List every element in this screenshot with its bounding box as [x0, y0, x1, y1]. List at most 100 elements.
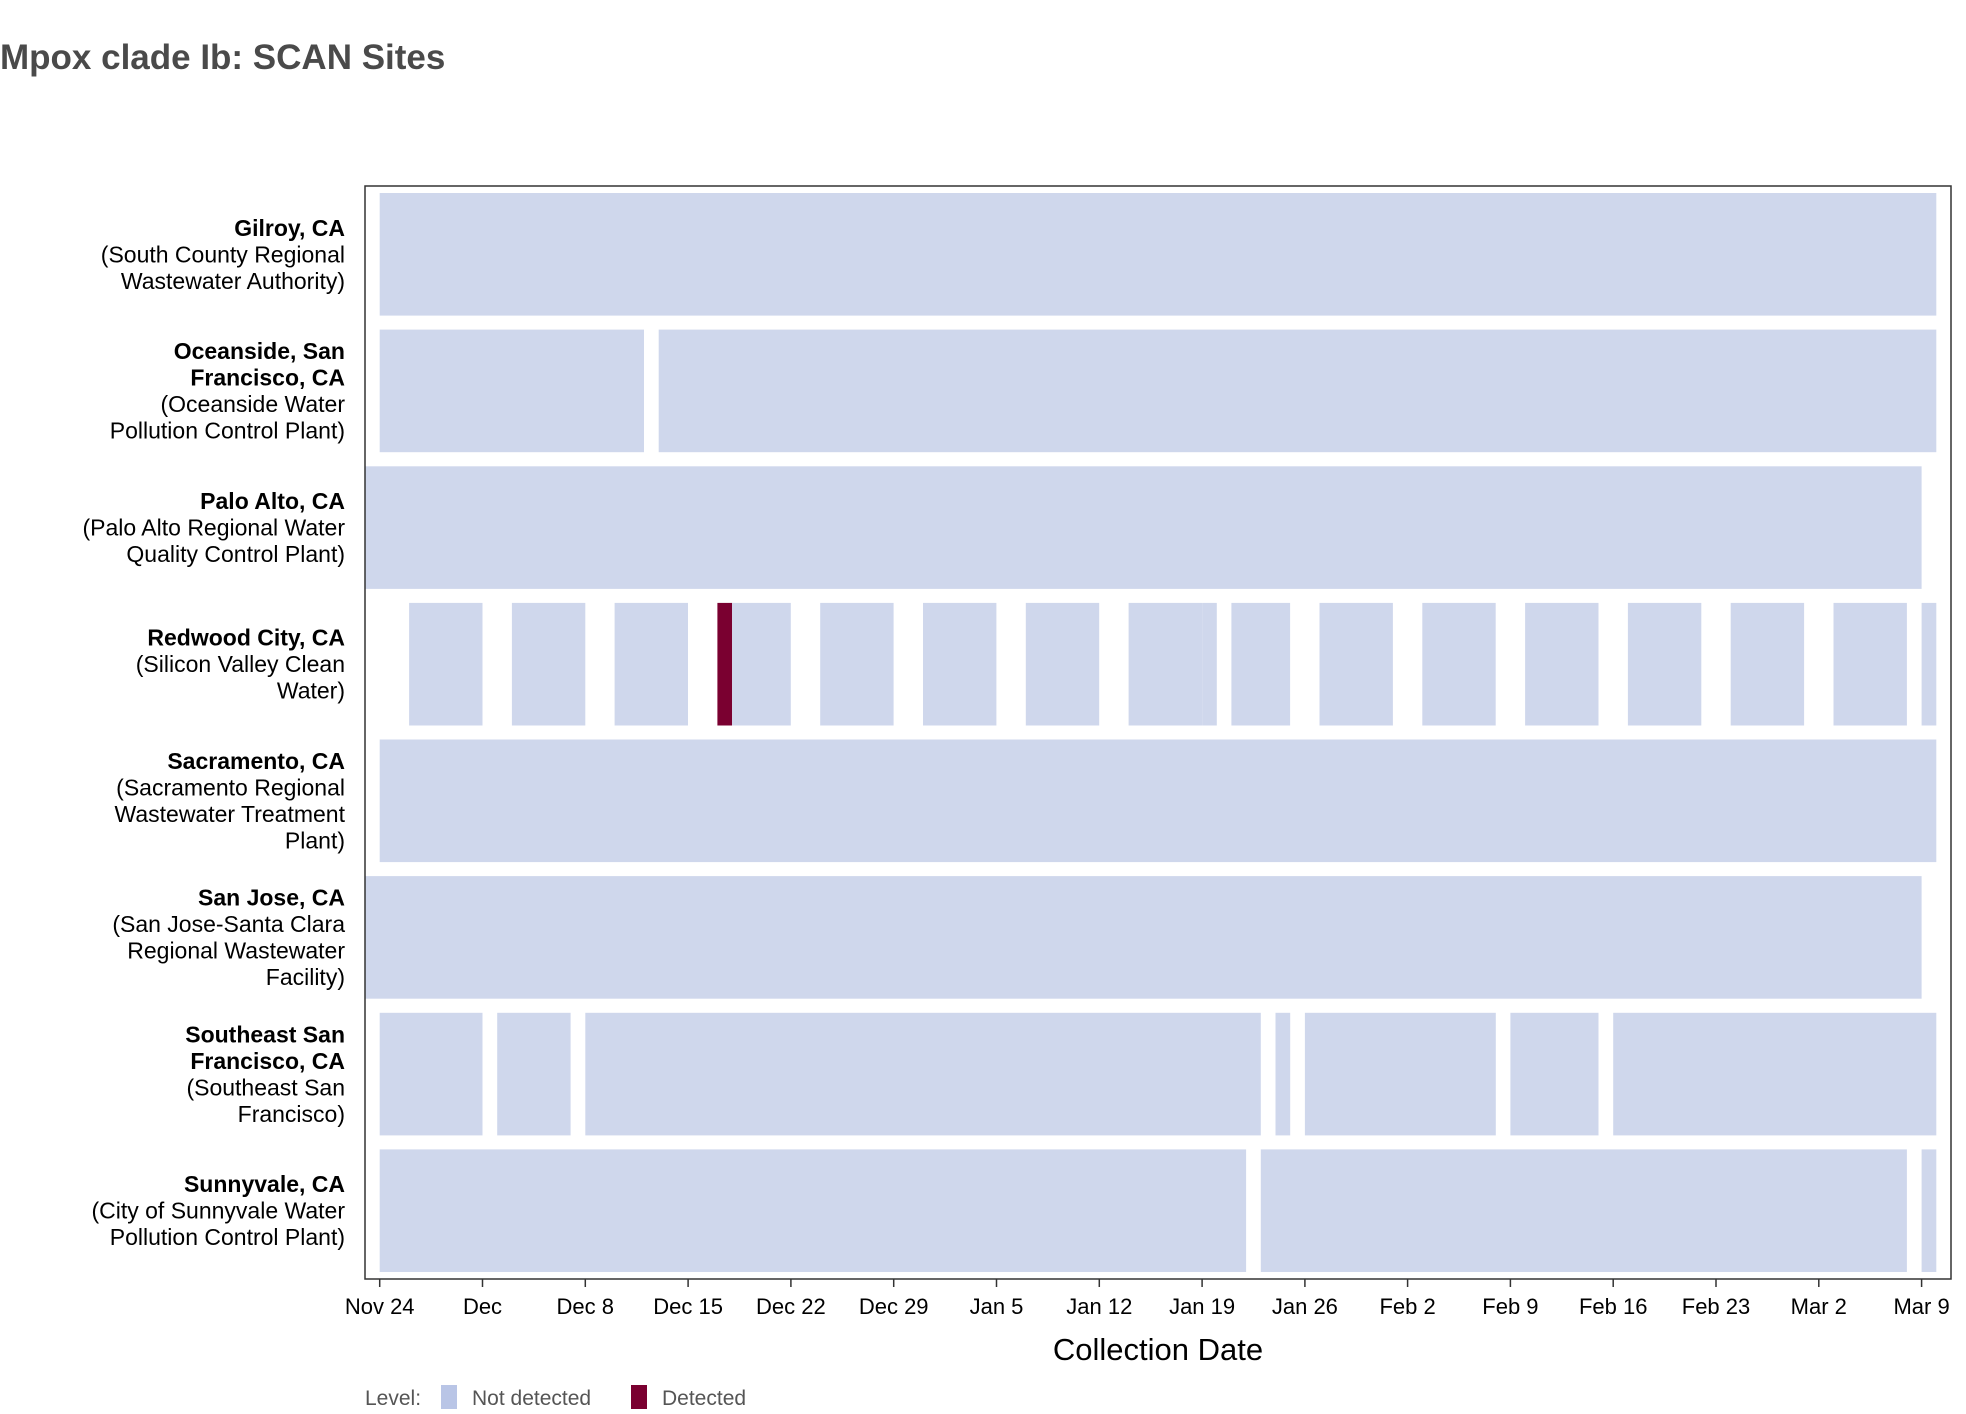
heatmap-row	[379, 739, 1937, 863]
x-tick-label: Feb 23	[1682, 1294, 1751, 1319]
not-detected-cell	[1422, 602, 1496, 726]
not-detected-cell	[1510, 1012, 1599, 1136]
site-name: Redwood City, CA	[147, 625, 345, 651]
facility-name: Wastewater Treatment	[114, 801, 345, 827]
x-tick-label: Dec 8	[557, 1294, 614, 1319]
not-detected-cell	[658, 329, 1937, 453]
x-tick-label: Jan 12	[1066, 1294, 1132, 1319]
x-tick-label: Dec	[463, 1294, 502, 1319]
not-detected-cell	[614, 602, 688, 726]
not-detected-cell	[1025, 602, 1100, 726]
heatmap-row	[379, 1149, 1937, 1272]
heatmap-rows	[365, 193, 1937, 1272]
legend-label: Not detected	[472, 1387, 591, 1410]
row-label: Sacramento, CA (Sacramento Regional Wastew…	[114, 748, 345, 854]
facility-name: Water)	[277, 678, 345, 704]
site-name: Sacramento, CA	[167, 748, 345, 774]
not-detected-cell	[1319, 602, 1393, 726]
x-tick-label: Feb 9	[1482, 1294, 1538, 1319]
heatmap-row	[379, 193, 1937, 316]
facility-name: (Palo Alto Regional Water	[82, 515, 345, 541]
not-detected-cell	[1921, 1149, 1937, 1272]
legend-swatch-not-detected	[441, 1385, 457, 1409]
site-name: Oceanside, San	[174, 338, 345, 364]
heatmap-row	[409, 602, 1937, 726]
facility-name: Pollution Control Plant)	[110, 418, 345, 444]
not-detected-cell	[409, 602, 483, 726]
facility-name: Quality Control Plant)	[126, 541, 345, 567]
not-detected-cell	[1833, 602, 1907, 726]
not-detected-cell	[1525, 602, 1599, 726]
x-tick-label: Jan 19	[1169, 1294, 1235, 1319]
facility-name: (South County Regional	[101, 241, 345, 267]
x-tick-label: Nov 24	[345, 1294, 415, 1319]
row-label: Palo Alto, CA (Palo Alto Regional Water Qu…	[82, 488, 345, 567]
x-tick-label: Dec 15	[653, 1294, 723, 1319]
x-tick-label: Feb 16	[1579, 1294, 1648, 1319]
not-detected-cell	[1304, 1012, 1496, 1136]
site-name: Palo Alto, CA	[200, 488, 345, 514]
not-detected-cell	[585, 1012, 1261, 1136]
not-detected-cell	[1202, 602, 1217, 726]
facility-name: (San Jose-Santa Clara	[112, 911, 345, 937]
not-detected-cell	[379, 1012, 483, 1136]
row-label: Southeast San Francisco, CA (Southeast San…	[185, 1021, 345, 1127]
row-label: San Jose, CA (San Jose-Santa Clara Regiona…	[112, 885, 345, 991]
not-detected-cell	[1231, 602, 1291, 726]
site-name: Francisco, CA	[190, 365, 345, 391]
row-label: Sunnyvale, CA (City of Sunnyvale Water Pol…	[91, 1171, 345, 1250]
x-tick-label: Dec 29	[859, 1294, 929, 1319]
facility-name: Pollution Control Plant)	[110, 1224, 345, 1250]
facility-name: (Southeast San	[186, 1074, 345, 1100]
not-detected-cell	[1275, 1012, 1291, 1136]
not-detected-cell	[923, 602, 997, 726]
row-labels: Gilroy, CA (South County Regional Wastewat…	[82, 215, 345, 1250]
not-detected-cell	[1260, 1149, 1907, 1272]
legend-title: Level:	[365, 1387, 421, 1410]
not-detected-cell	[511, 602, 586, 726]
row-label: Redwood City, CA (Silicon Valley Clean Wat…	[136, 625, 345, 704]
legend-swatch-detected	[631, 1385, 647, 1409]
legend-label: Detected	[662, 1387, 746, 1410]
row-label: Gilroy, CA (South County Regional Wastewat…	[101, 215, 345, 294]
detected-cell	[717, 602, 733, 726]
site-name: Sunnyvale, CA	[184, 1171, 345, 1197]
not-detected-cell	[379, 739, 1937, 863]
site-name: Francisco, CA	[190, 1048, 345, 1074]
not-detected-cell	[1627, 602, 1702, 726]
not-detected-cell	[379, 1149, 1247, 1272]
facility-name: (City of Sunnyvale Water	[91, 1198, 345, 1224]
site-name: Gilroy, CA	[234, 215, 345, 241]
not-detected-cell	[379, 193, 1937, 316]
x-tick-label: Jan 26	[1272, 1294, 1338, 1319]
x-tick-label: Feb 2	[1379, 1294, 1435, 1319]
x-tick-label: Mar 9	[1893, 1294, 1949, 1319]
x-tick-label: Jan 5	[970, 1294, 1024, 1319]
heatmap-row	[379, 329, 1937, 453]
facility-name: Plant)	[285, 828, 345, 854]
not-detected-cell	[732, 602, 791, 726]
not-detected-cell	[1613, 1012, 1937, 1136]
not-detected-cell	[365, 466, 1922, 589]
row-label: Oceanside, San Francisco, CA (Oceanside Wa…	[110, 338, 346, 444]
heatmap-row	[379, 1012, 1937, 1136]
facility-name: (Sacramento Regional	[116, 775, 345, 801]
panel-border	[364, 185, 1952, 1280]
x-tick-label: Mar 2	[1791, 1294, 1847, 1319]
not-detected-cell	[1730, 602, 1805, 726]
x-tick-label: Dec 22	[756, 1294, 826, 1319]
not-detected-cell	[365, 876, 1922, 999]
chart-title: Mpox clade Ib: SCAN Sites	[0, 38, 446, 77]
site-name: San Jose, CA	[198, 885, 345, 911]
x-axis-title: Collection Date	[1053, 1332, 1263, 1367]
facility-name: (Oceanside Water	[161, 391, 346, 417]
not-detected-cell	[1128, 602, 1202, 726]
not-detected-cell	[497, 1012, 571, 1136]
facility-name: Regional Wastewater	[127, 938, 345, 964]
x-axis: Nov 24 Dec Dec 8 Dec 15 Dec 22 Dec 29 Jan 5 Jan…	[345, 1279, 1950, 1319]
not-detected-cell	[820, 602, 894, 726]
legend: Level: Not detected Detected	[365, 1385, 746, 1410]
facility-name: Facility)	[266, 964, 345, 990]
facility-name: Francisco)	[238, 1101, 345, 1127]
site-name: Southeast San	[185, 1021, 345, 1047]
